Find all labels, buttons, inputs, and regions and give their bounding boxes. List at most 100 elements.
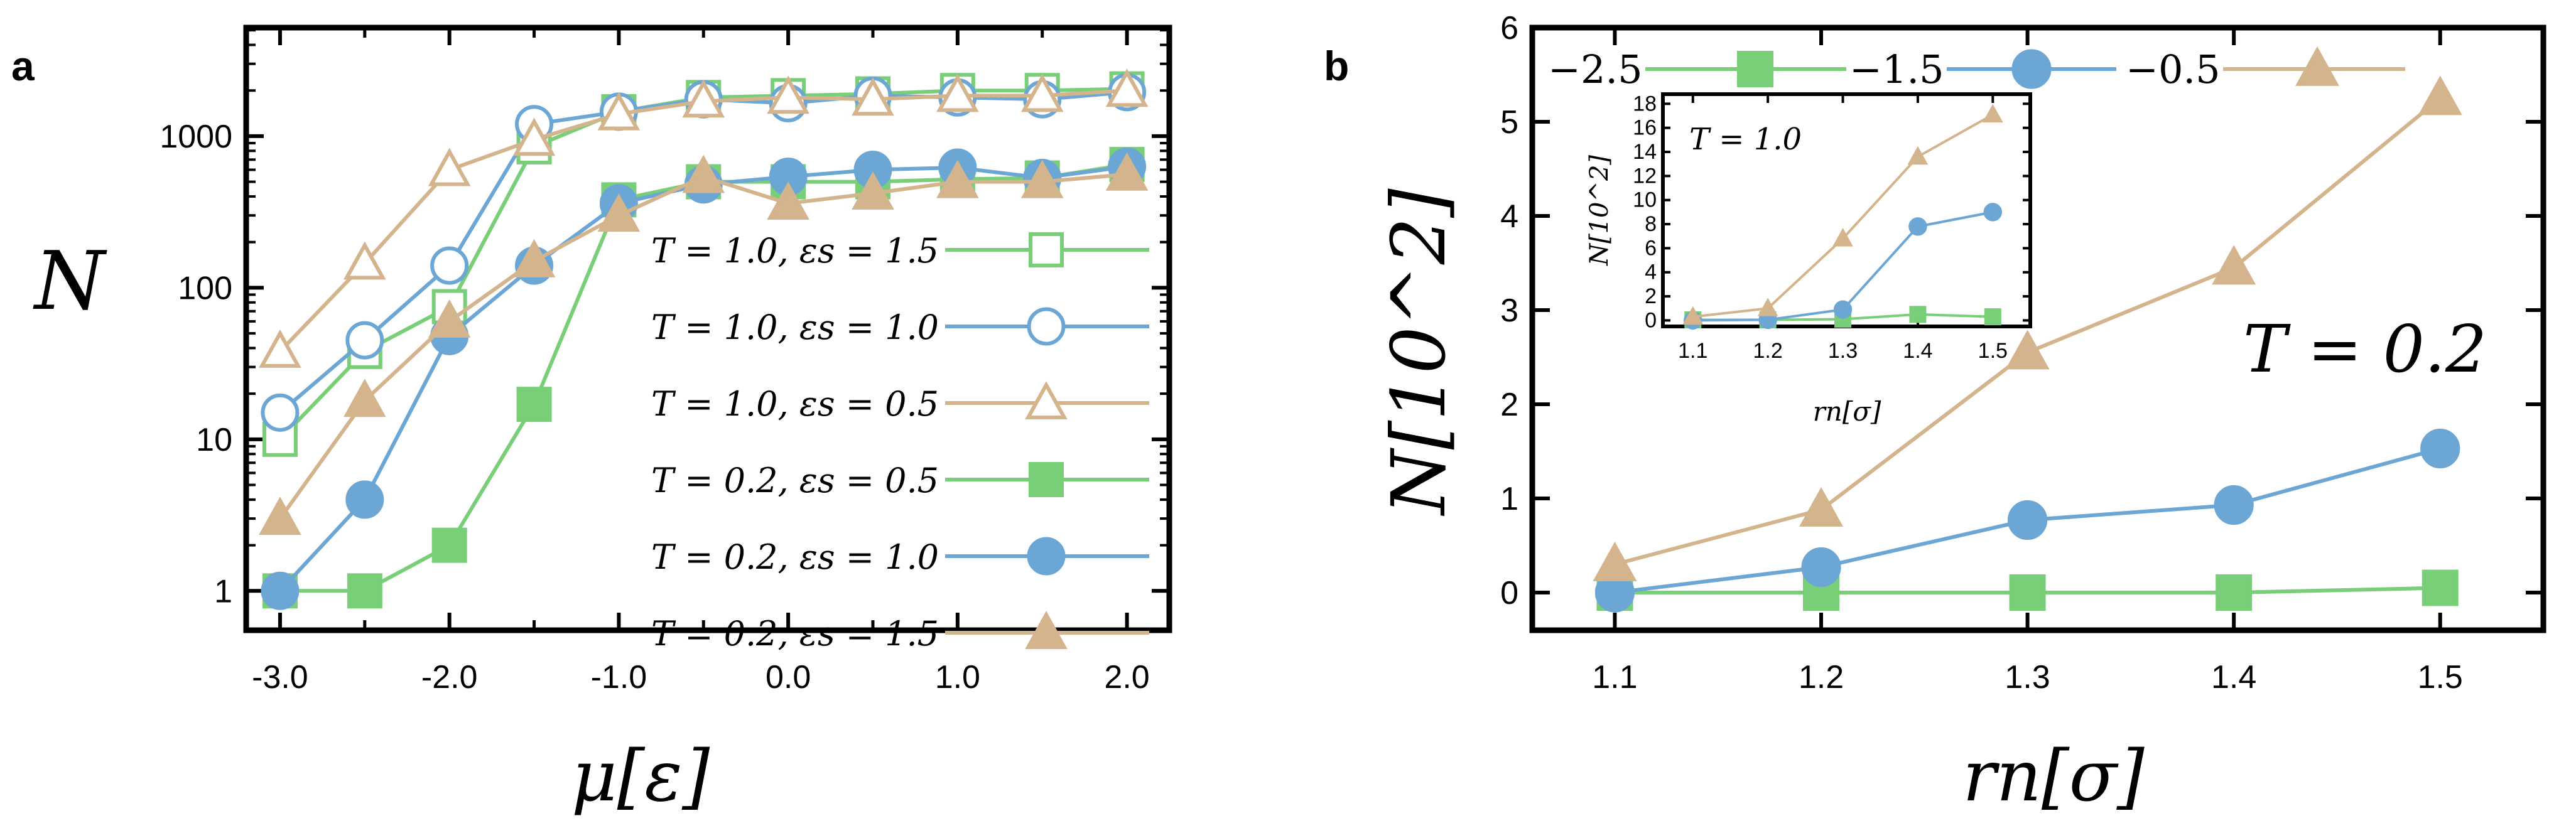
x-tick-label: -3.0 [252, 659, 308, 696]
inset-series [1682, 104, 2003, 330]
legend-label: −1.5 [1849, 46, 1944, 92]
inset-y-tick-label: 18 [1633, 92, 1657, 116]
legend-marker [2011, 49, 2052, 89]
data-point [347, 573, 382, 609]
data-point [936, 159, 979, 198]
data-point [1593, 541, 1637, 581]
legend-label: T = 0.2, εs = 0.5 [651, 461, 939, 500]
inset-x-tick-label: 1.1 [1678, 339, 1707, 363]
x-tick-label: 1.4 [2211, 659, 2256, 696]
legend-label: T = 1.0, εs = 1.5 [651, 231, 939, 271]
x-tick-label: 1.2 [1799, 659, 1844, 696]
data-point [852, 77, 894, 116]
legend-label: −0.5 [2126, 46, 2221, 92]
data-point [2009, 574, 2046, 611]
data-point [597, 193, 641, 232]
inset-x-tick-label: 1.4 [1903, 339, 1932, 363]
legend-marker [1737, 51, 1773, 87]
data-point [1801, 547, 1841, 588]
y-tick-label: 1000 [160, 119, 232, 155]
legend-marker [1025, 381, 1068, 419]
data-point [767, 75, 809, 114]
x-tick-label: -2.0 [421, 659, 478, 696]
inset-y-tick-label: 12 [1633, 164, 1657, 188]
data-point [1105, 68, 1149, 107]
data-point [2214, 485, 2254, 525]
data-point [2420, 428, 2460, 469]
inset-y-tick-label: 6 [1645, 236, 1657, 260]
series-line-5 [278, 164, 1127, 593]
y-tick-label: 1 [1500, 481, 1518, 517]
data-point [343, 241, 386, 280]
data-point [1799, 486, 1843, 527]
inset-data-point [1682, 306, 1704, 325]
inset-data-point [1909, 306, 1927, 323]
panel-a-ticks: -3.0 -2.0 -1.0 0.0 1.0 2.0 1 10 100 1000 [160, 28, 1169, 696]
inset-x-tick-label: 1.2 [1753, 339, 1783, 363]
x-tick-label: 1.3 [2005, 659, 2050, 696]
data-point [682, 79, 725, 118]
data-point [516, 387, 552, 422]
data-point [343, 379, 386, 417]
legend-label: T = 1.0, εs = 0.5 [651, 384, 939, 424]
panel-a-letter: a [11, 43, 35, 89]
y-tick-label: 4 [1500, 198, 1518, 235]
legend-marker [1027, 307, 1066, 346]
panel-b-ylabel: N[10^2] [1375, 188, 1462, 516]
inset-y-tick-label: 14 [1633, 140, 1657, 164]
legend-marker [1025, 611, 1068, 649]
inset-data-point [1982, 104, 2003, 123]
legend-marker [1029, 232, 1064, 267]
panel-b-series [1593, 75, 2462, 613]
panel-a-ylabel: N [33, 235, 107, 328]
y-tick-label: 10 [196, 422, 232, 458]
data-point [682, 154, 725, 193]
x-tick-label: 0.0 [766, 659, 811, 696]
data-point [512, 239, 556, 277]
y-tick-label: 1 [214, 573, 232, 610]
panel-a-series [259, 68, 1149, 610]
data-point [936, 73, 979, 112]
data-point [2007, 500, 2048, 540]
inset-data-point [1984, 308, 2001, 326]
data-point [852, 171, 894, 210]
data-point [428, 299, 471, 338]
inset-y-tick-label: 8 [1645, 212, 1657, 236]
data-point [345, 480, 384, 519]
data-point [1105, 152, 1149, 191]
data-point [2422, 569, 2459, 606]
data-point [2418, 75, 2462, 116]
legend-label: T = 0.2, εs = 1.5 [651, 614, 939, 653]
inset-data-point [1833, 300, 1853, 319]
inset-frame [1661, 92, 2032, 328]
data-point [2212, 245, 2256, 285]
series-line-4 [279, 163, 1128, 593]
inset-data-point [1983, 203, 2003, 222]
data-point [261, 393, 300, 432]
panel-b-xlabel: rn[σ] [1962, 736, 2145, 817]
panel-b-letter: b [1324, 43, 1349, 89]
data-point [597, 92, 641, 131]
data-point [512, 117, 556, 156]
panel-a-xlabel: μ[ε] [571, 736, 710, 817]
data-point [767, 181, 809, 220]
data-point [261, 571, 300, 610]
inset-y-tick-label: 16 [1633, 116, 1657, 140]
inset-y-tick-label: 0 [1645, 308, 1657, 332]
panel-a-legend: T = 1.0, εs = 1.5 T = 1.0, εs = 1.0 T = 1.… [651, 231, 1149, 653]
inset-y-tick-label: 2 [1645, 284, 1657, 308]
data-point [259, 329, 301, 368]
data-point [2216, 574, 2253, 611]
panel-a: a -3.0 -2.0 -1.0 0.0 1.0 2.0 1 10 100 1000 T = 1.… [11, 24, 1172, 817]
data-point [259, 497, 301, 535]
data-point [430, 246, 469, 285]
x-tick-label: 1.1 [1592, 659, 1637, 696]
x-tick-label: 2.0 [1104, 659, 1149, 696]
y-tick-label: 6 [1500, 10, 1518, 46]
inset-xlabel: rn[σ] [1813, 396, 1881, 427]
inset-data-point [1907, 146, 1929, 165]
